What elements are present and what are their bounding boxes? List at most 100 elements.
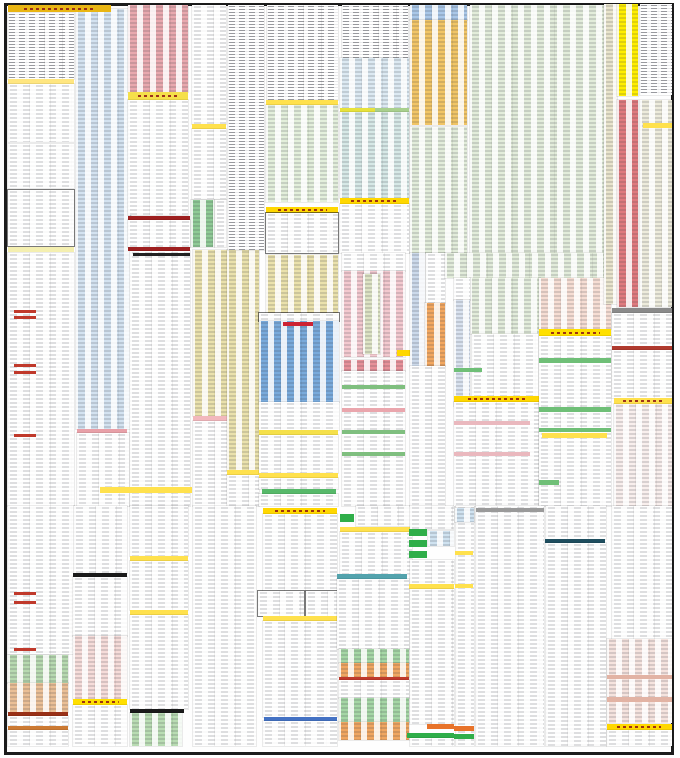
tbl-z2[interactable] [336,578,410,650]
tbl-z-orange2[interactable] [338,721,410,741]
tbl-z-green2[interactable] [338,697,410,723]
tbl-p-olive[interactable] [362,273,381,355]
tbl-o2[interactable] [258,401,340,431]
tbl-h-green[interactable] [409,126,468,254]
tbl-a2[interactable] [7,83,75,143]
tbl-aa2[interactable] [409,588,455,725]
tbl-v2[interactable] [72,576,128,637]
hdr-v-yellow[interactable] [73,699,127,705]
tbl-aa0[interactable] [409,505,455,530]
tbl-dd1[interactable] [545,505,607,540]
tbl-green-main[interactable] [469,4,605,254]
tbl-s-lavender[interactable] [453,299,471,407]
hdr-topleft-gold[interactable] [8,5,111,12]
tbl-z1[interactable] [339,531,413,575]
tbl-o4[interactable] [258,477,339,490]
tbl-cc[interactable] [475,505,545,747]
tbl-p-red[interactable] [341,359,406,372]
tbl-g-blue1[interactable] [339,57,410,109]
tbl-z0[interactable] [355,505,413,527]
tbl-x[interactable] [192,505,257,747]
tbl-w-green[interactable] [129,712,183,747]
tbl-n-khaki1[interactable] [192,249,228,417]
tbl-f-khaki[interactable] [265,254,339,317]
tbl-b2[interactable] [76,432,130,507]
tbl-r-orange[interactable] [424,302,446,367]
tbl-dd2[interactable] [545,542,607,747]
tbl-w1[interactable] [129,505,189,557]
tbl-ee1[interactable] [611,505,673,640]
cell-bb-blue[interactable] [454,507,475,523]
tbl-aa3[interactable] [409,737,455,747]
tbl-c1[interactable] [127,99,189,216]
tbl-p2[interactable] [341,370,406,507]
tbl-n3[interactable] [226,474,260,507]
tbl-aa-blue[interactable] [427,530,455,547]
tbl-s3[interactable] [538,335,612,507]
hdr-t-yellow[interactable] [614,398,672,404]
tbl-ee-pink[interactable] [606,638,673,724]
tbl-m[interactable] [129,250,191,507]
tbl-r2[interactable] [409,365,446,507]
tbl-j-yellowstripe[interactable] [616,3,639,97]
tbl-f2[interactable] [265,212,339,254]
tbl-f1[interactable] [266,4,339,101]
tbl-n-khaki2[interactable] [226,249,260,471]
tbl-u-orange[interactable] [7,682,69,713]
hdr-ee-yellow[interactable] [607,724,672,730]
tbl-j-khaki[interactable] [603,3,618,305]
tbl-g1[interactable] [341,4,409,59]
tbl-g2[interactable] [339,203,410,254]
tbl-y2[interactable] [257,590,305,617]
tbl-t1[interactable] [611,312,673,347]
tbl-peach[interactable] [538,277,612,330]
tbl-j-olive[interactable] [639,99,673,308]
tbl-ee2[interactable] [606,729,673,747]
tbl-o-blue[interactable] [258,320,340,403]
tbl-p0[interactable] [341,252,406,272]
tbl-h-gold[interactable] [409,19,468,126]
hdr-f-yellow[interactable] [266,207,338,213]
tbl-a-stats[interactable] [7,189,75,247]
tbl-v3[interactable] [72,704,128,747]
tbl-v-pink[interactable] [72,635,128,700]
tbl-u2[interactable] [7,715,69,727]
tbl-t3[interactable] [613,403,673,507]
tbl-y3[interactable] [262,620,338,718]
tbl-b-blue[interactable] [75,8,132,430]
tbl-s0[interactable] [453,277,471,301]
tbl-y1[interactable] [262,513,338,592]
tbl-c2[interactable] [127,219,191,248]
tbl-o-hdr[interactable] [258,312,340,322]
tbl-u-green[interactable] [7,654,69,684]
tbl-a4[interactable] [7,252,75,507]
tbl-j-right[interactable] [639,3,673,96]
tbl-v1[interactable] [73,505,128,574]
tbl-t2[interactable] [611,349,673,399]
tbl-c-rose[interactable] [127,4,189,93]
tbl-j-salmon[interactable] [616,99,639,308]
tbl-u1[interactable] [7,505,75,655]
tbl-g-blue2[interactable] [339,111,410,199]
tbl-d-green[interactable] [190,199,215,248]
hdr-h-blue[interactable] [409,4,468,21]
hdr-g-yellow[interactable] [340,198,409,204]
tbl-o3[interactable] [258,434,339,474]
tbl-d3[interactable] [214,199,227,248]
tbl-d2[interactable] [191,128,227,200]
tbl-s1[interactable] [471,333,539,407]
tbl-green-mid1[interactable] [444,252,615,279]
tbl-o5[interactable] [258,493,339,507]
tbl-q2[interactable] [425,252,446,304]
tbl-z-green1[interactable] [338,648,410,664]
tbl-green-mid2[interactable] [469,277,541,335]
hdr-s-yellow[interactable] [454,396,539,402]
tbl-d1[interactable] [191,4,227,125]
tbl-e[interactable] [227,4,265,251]
tbl-z3[interactable] [338,679,410,699]
tbl-a1[interactable] [7,12,75,80]
tbl-y2b[interactable] [305,590,338,617]
tbl-u3[interactable] [7,729,69,747]
tbl-w2[interactable] [129,560,189,611]
tbl-w3[interactable] [129,614,189,710]
